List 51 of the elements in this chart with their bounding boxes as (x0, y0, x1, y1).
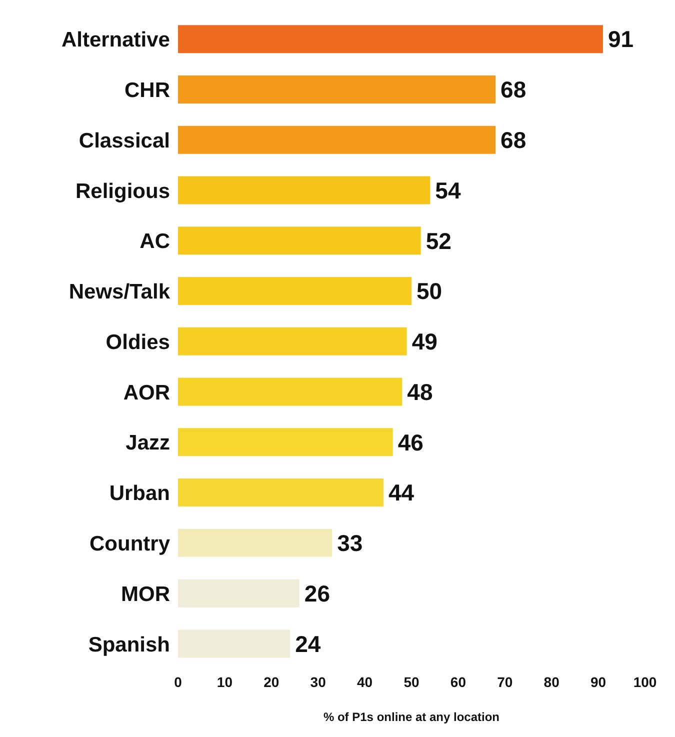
x-tick-label: 10 (216, 674, 233, 690)
data-label: 50 (416, 278, 442, 304)
y-tick-label: CHR (124, 79, 170, 102)
data-label: 91 (608, 26, 634, 52)
bar (178, 378, 402, 406)
y-tick-label: Alternative (61, 28, 170, 52)
bar (178, 478, 384, 507)
data-label: 68 (500, 76, 526, 103)
y-tick-label: Country (90, 532, 170, 556)
x-axis-title: % of P1s online at any location (323, 710, 500, 724)
data-label: 44 (388, 480, 414, 506)
x-tick-label: 20 (264, 674, 280, 690)
data-label: 24 (295, 630, 321, 657)
data-label: 48 (407, 378, 433, 405)
data-label: 26 (304, 580, 330, 606)
data-label: 49 (412, 328, 438, 355)
bar (178, 277, 412, 306)
x-tick-label: 30 (310, 674, 326, 690)
bar (178, 528, 332, 557)
bar (178, 226, 421, 255)
y-tick-label: Religious (75, 180, 170, 203)
y-tick-label: AOR (123, 381, 170, 404)
x-tick-label: 90 (590, 674, 606, 690)
x-tick-label: 100 (633, 674, 657, 690)
x-tick-label: 60 (450, 674, 466, 690)
x-tick-label: 80 (544, 674, 560, 690)
bar (178, 327, 407, 356)
bar (178, 25, 603, 54)
bar (178, 428, 393, 456)
y-tick-label: AC (140, 230, 170, 254)
bar (178, 126, 496, 154)
bar (178, 176, 430, 204)
x-tick-label: 50 (404, 674, 420, 690)
x-tick-label: 40 (357, 674, 373, 690)
y-tick-label: Spanish (88, 633, 170, 656)
x-tick-label: 0 (174, 674, 182, 690)
data-label: 33 (337, 530, 363, 556)
y-tick-label: Classical (78, 129, 170, 152)
bar (178, 75, 496, 104)
bar (178, 579, 300, 608)
data-label: 46 (398, 429, 424, 456)
data-label: 52 (426, 228, 452, 254)
y-tick-label: Jazz (126, 432, 170, 455)
y-tick-label: Urban (109, 482, 170, 506)
x-tick-label: 70 (497, 674, 513, 690)
data-label: 54 (435, 177, 461, 204)
bar (178, 630, 290, 658)
y-tick-label: News/Talk (68, 280, 170, 304)
y-tick-label: MOR (121, 582, 170, 606)
data-label: 68 (500, 127, 526, 154)
y-tick-label: Oldies (106, 330, 170, 354)
